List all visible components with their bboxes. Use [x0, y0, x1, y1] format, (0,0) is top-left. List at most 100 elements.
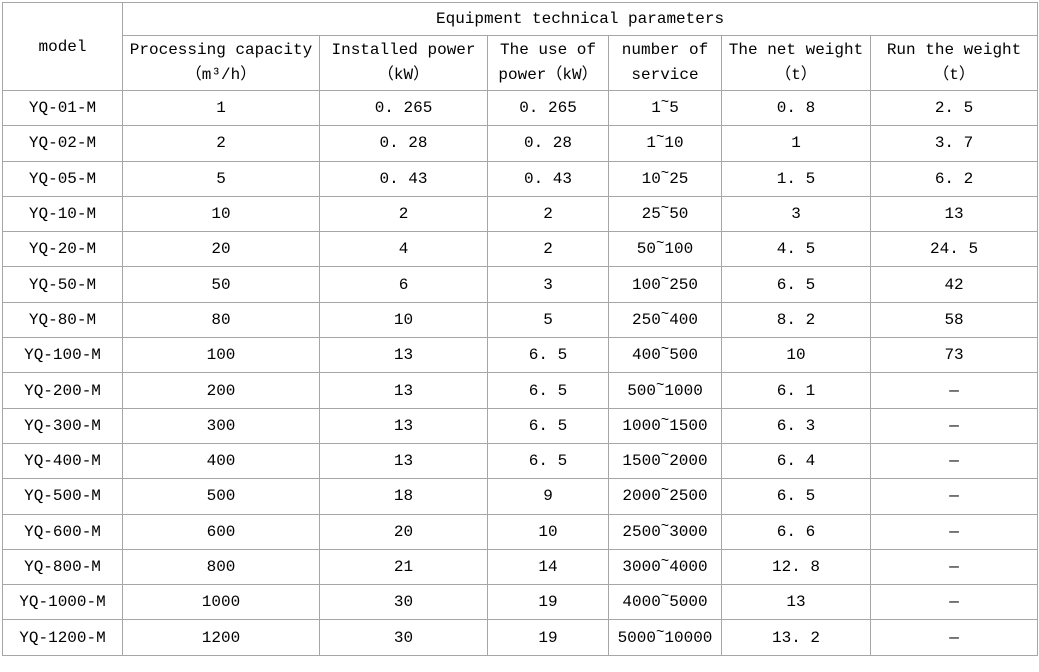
column-header-line2: （t）	[775, 66, 817, 84]
tilde-range-separator: ~	[660, 306, 670, 323]
value-cell: —	[869, 478, 1039, 515]
tilde-range-separator: ~	[660, 554, 670, 570]
value-cell: 50~100	[608, 231, 722, 268]
value-cell: 8. 2	[721, 301, 871, 339]
value-cell: 250~400	[608, 301, 722, 339]
table-row: YQ-400-M 400 13 6. 5 1500~2000 6. 4—	[2, 442, 1039, 480]
column-header-4: The net weight （t）	[721, 35, 871, 91]
model-cell: YQ-80-M	[2, 301, 123, 339]
value-cell: 24. 5	[869, 231, 1039, 268]
value-cell: 12. 8	[721, 548, 871, 586]
value-cell: 13	[319, 407, 488, 444]
value-cell: 2	[487, 195, 609, 233]
value-cell: 100	[122, 337, 320, 374]
value-cell: 73	[869, 337, 1039, 374]
value-cell: 19	[487, 619, 609, 656]
value-cell: 6. 5	[487, 337, 609, 374]
value-cell: 3	[487, 266, 609, 303]
value-cell: 0. 28	[319, 125, 488, 162]
value-cell: 800	[122, 548, 320, 586]
equipment-parameters-table: model Equipment technical parameters Pro…	[2, 2, 1039, 656]
value-cell: 0. 8	[721, 89, 871, 127]
value-cell: 0. 28	[487, 125, 609, 162]
value-cell: 13	[319, 442, 488, 480]
value-cell: 1000	[122, 584, 320, 621]
value-cell: —	[869, 548, 1039, 586]
column-header-line2: power（kW）	[498, 66, 598, 84]
value-cell: 42	[869, 266, 1039, 303]
column-header-1: Installed power （kW）	[319, 35, 488, 91]
value-cell: 21	[319, 548, 488, 586]
model-cell: YQ-01-M	[2, 89, 123, 127]
value-cell: 3. 7	[869, 125, 1039, 162]
tilde-range-separator: ~	[655, 236, 665, 253]
table-row: YQ-300-M 300 13 6. 5 1000~1500 6. 3—	[2, 407, 1039, 444]
value-cell: 0. 43	[319, 160, 488, 197]
value-cell: 20	[122, 231, 320, 268]
value-cell: 1200	[122, 619, 320, 656]
column-header-3: number of service	[608, 35, 722, 91]
value-cell: 6. 3	[721, 407, 871, 444]
value-cell: 4	[319, 231, 488, 268]
model-cell: YQ-50-M	[2, 266, 123, 303]
column-header-0: Processing capacity （m³/h）	[122, 35, 320, 91]
column-header-line1: The use of	[499, 41, 596, 60]
value-cell: 5000~10000	[608, 619, 722, 656]
model-cell: YQ-600-M	[2, 513, 123, 550]
value-cell: —	[869, 584, 1039, 621]
value-cell: 0. 43	[487, 160, 609, 197]
value-cell: 30	[319, 619, 488, 656]
value-cell: 1~10	[608, 125, 722, 162]
value-cell: 2	[319, 195, 488, 233]
value-cell: 6. 6	[721, 513, 871, 550]
value-cell: 400~500	[608, 337, 722, 374]
value-cell: 13. 2	[721, 619, 871, 656]
column-header-line2: （t）	[933, 66, 975, 84]
value-cell: 1	[122, 89, 320, 127]
column-header-line2: （m³/h）	[185, 66, 257, 84]
value-cell: —	[869, 407, 1039, 444]
table-title-row: model Equipment technical parameters	[2, 2, 1039, 91]
value-cell: 6. 5	[487, 372, 609, 409]
column-header-line2: （kW）	[377, 66, 430, 84]
model-column-header: model	[2, 2, 123, 91]
value-cell: —	[869, 619, 1039, 656]
column-header-2: The use of power（kW）	[487, 35, 609, 91]
value-cell: 1. 5	[721, 160, 871, 197]
value-cell: 5	[122, 160, 320, 197]
tilde-range-separator: ~	[660, 95, 670, 112]
table-row: YQ-01-M 1 0. 265 0. 265 1~5 0. 8 2. 5	[2, 89, 1039, 127]
model-cell: YQ-1200-M	[2, 619, 123, 656]
value-cell: 6. 5	[487, 442, 609, 480]
table-row: YQ-80-M 80 10 5 250~400 8. 2 58	[2, 301, 1039, 339]
value-cell: 2. 5	[869, 89, 1039, 127]
table-row: YQ-02-M 2 0. 28 0. 28 1~10 1 3. 7	[2, 125, 1039, 162]
value-cell: 1500~2000	[608, 442, 722, 480]
value-cell: 6. 1	[721, 372, 871, 409]
value-cell: 3000~4000	[608, 548, 722, 586]
value-cell: 500~1000	[608, 372, 722, 409]
value-cell: 0. 265	[487, 89, 609, 127]
tilde-range-separator: ~	[660, 412, 670, 429]
tilde-range-separator: ~	[660, 342, 670, 359]
value-cell: 50	[122, 266, 320, 303]
value-cell: 2	[487, 231, 609, 268]
table-row: YQ-100-M 100 13 6. 5 400~500 10 73	[2, 337, 1039, 374]
tilde-range-separator: ~	[660, 165, 670, 182]
value-cell: 3	[721, 195, 871, 233]
table-row: YQ-200-M 200 13 6. 5 500~1000 6. 1—	[2, 372, 1039, 409]
tilde-range-separator: ~	[656, 377, 665, 394]
column-header-line1: Installed power	[331, 41, 476, 60]
value-cell: 6. 5	[721, 478, 871, 515]
value-cell: 6. 4	[721, 442, 871, 480]
value-cell: 200	[122, 372, 320, 409]
model-cell: YQ-200-M	[2, 372, 123, 409]
value-cell: 6. 5	[721, 266, 871, 303]
value-cell: 13	[721, 584, 871, 621]
value-cell: 2	[122, 125, 320, 162]
value-cell: 6. 5	[487, 407, 609, 444]
value-cell: 1000~1500	[608, 407, 722, 444]
model-cell: YQ-1000-M	[2, 584, 123, 621]
value-cell: —	[869, 513, 1039, 550]
value-cell: 400	[122, 442, 320, 480]
